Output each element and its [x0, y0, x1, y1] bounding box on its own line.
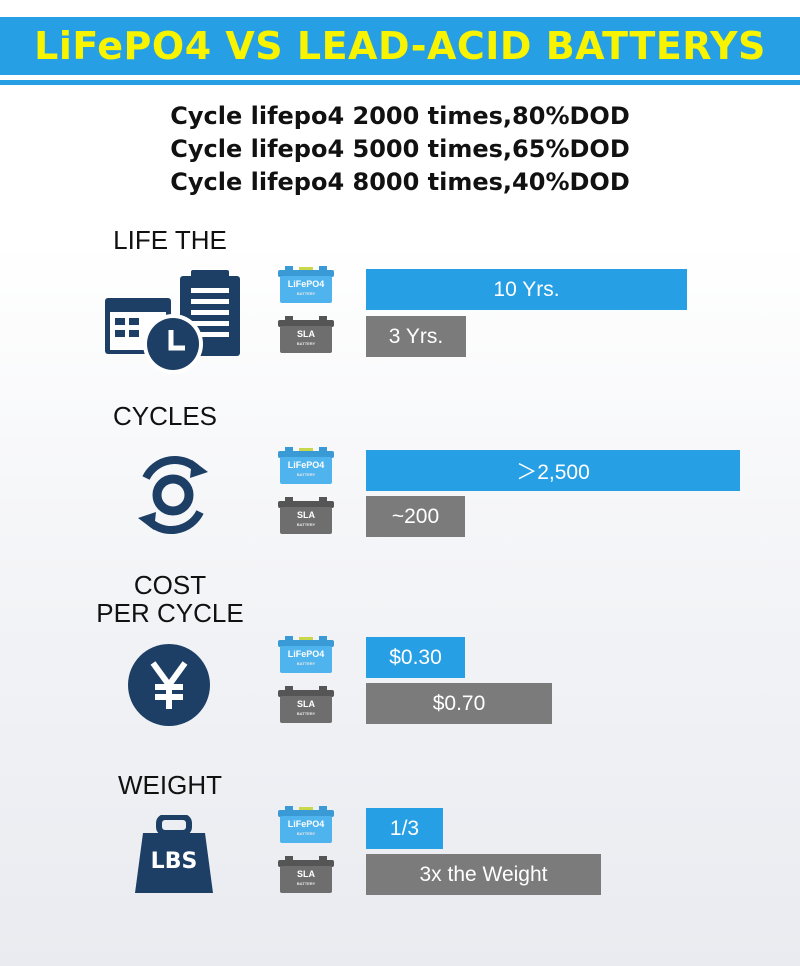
lifepo4-battery-icon: LiFePO4 BATTERY: [277, 636, 335, 674]
lifepo4-battery-icon: LiFePO4 BATTERY: [277, 266, 335, 304]
section-label-line2: PER CYCLE: [96, 598, 244, 628]
subtitle-line: Cycle lifepo4 8000 times,40%DOD: [170, 168, 630, 196]
battery-sub: BATTERY: [296, 711, 316, 716]
battery-name: SLA: [297, 510, 315, 520]
battery-name: SLA: [297, 869, 315, 879]
lifepo4-bar: $0.30: [366, 637, 465, 678]
battery-name: LiFePO4: [287, 649, 325, 659]
battery-name: SLA: [297, 329, 315, 339]
battery-sub: BATTERY: [296, 661, 316, 666]
sla-bar: 3 Yrs.: [366, 316, 466, 357]
battery-sub: BATTERY: [296, 522, 316, 527]
battery-sub: BATTERY: [296, 472, 316, 477]
sla-battery-icon: SLA BATTERY: [277, 686, 335, 724]
lifepo4-bar: 10 Yrs.: [366, 269, 687, 310]
sla-bar: $0.70: [366, 683, 552, 724]
section-label: CYCLES: [112, 401, 218, 431]
sla-bar: ~200: [366, 496, 465, 537]
yen-coin-icon: [128, 644, 210, 726]
subtitle-line: Cycle lifepo4 2000 times,80%DOD: [170, 102, 630, 130]
battery-name: LiFePO4: [287, 819, 325, 829]
lbs-text: LBS: [150, 849, 198, 874]
lifepo4-battery-icon: LiFePO4 BATTERY: [277, 806, 335, 844]
battery-sub: BATTERY: [296, 831, 316, 836]
subtitle-line: Cycle lifepo4 5000 times,65%DOD: [170, 135, 630, 163]
battery-sub: BATTERY: [296, 341, 316, 346]
section-label: LIFE THE: [113, 225, 227, 255]
sla-battery-icon: SLA BATTERY: [277, 497, 335, 535]
battery-name: LiFePO4: [287, 279, 325, 289]
battery-sub: BATTERY: [296, 881, 316, 886]
battery-sub: BATTERY: [296, 291, 316, 296]
battery-name: SLA: [297, 699, 315, 709]
lifepo4-battery-icon: LiFePO4 BATTERY: [277, 447, 335, 485]
weight-lbs-icon: LBS: [133, 815, 215, 895]
cycle-icon: [138, 456, 208, 534]
battery-name: LiFePO4: [287, 460, 325, 470]
sla-bar: 3x the Weight: [366, 854, 601, 895]
sla-battery-icon: SLA BATTERY: [277, 856, 335, 894]
title: LiFePO4 VS LEAD-ACID BATTERYS: [34, 24, 766, 68]
sla-battery-icon: SLA BATTERY: [277, 316, 335, 354]
lifepo4-bar: 1/3: [366, 808, 443, 849]
title-banner: LiFePO4 VS LEAD-ACID BATTERYS: [0, 17, 800, 75]
section-label-line1: COST: [133, 570, 207, 600]
lifepo4-bar: ＞2,500: [366, 450, 740, 491]
divider: [0, 80, 800, 85]
calendar-clipboard-clock-icon: [105, 270, 240, 374]
section-label: WEIGHT: [118, 770, 222, 800]
